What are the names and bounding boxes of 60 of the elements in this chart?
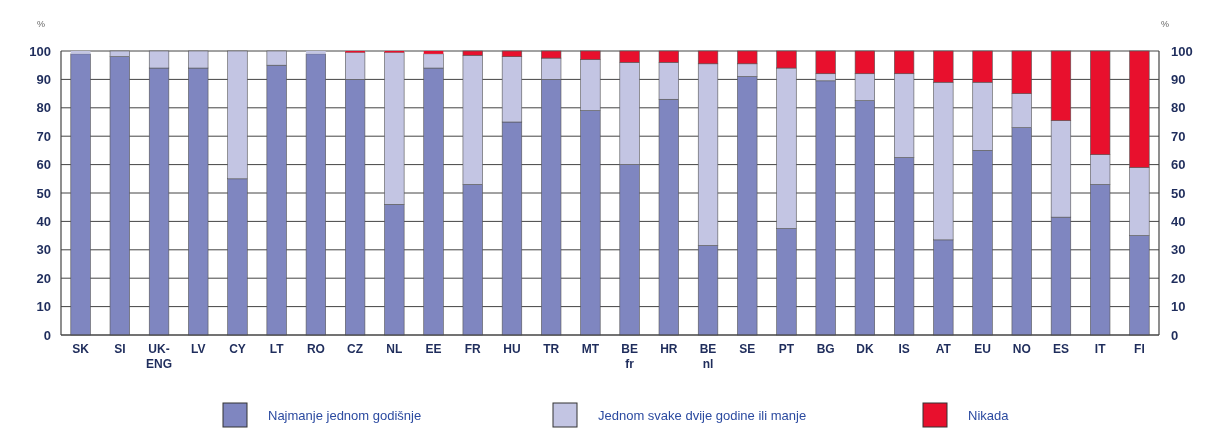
x-tick-label: FI [1134,342,1145,356]
legend-label: Najmanje jednom godišnje [268,407,422,423]
y-tick-label: 60 [36,157,51,173]
x-tick-label: SK [72,342,90,356]
x-tick-label: CZ [347,342,364,356]
x-tick-label: FR [464,342,482,356]
y2-axis-title: % [1160,19,1170,29]
y-tick-label: 40 [36,213,51,229]
x-tick-label: LT [269,342,285,356]
x-tick-label: EU [974,342,991,356]
y2-tick-label: 80 [1171,100,1186,116]
x-tick-label: ES [1052,342,1069,356]
x-tick-label: UK- ENG [146,342,173,371]
y2-tick-label: 0 [1171,327,1179,343]
x-tick-label: BG [816,342,835,356]
bar [306,51,326,54]
legend-label: Jednom svake dvije godine ili manje [598,407,807,423]
x-tick-label: LV [191,342,206,356]
y-tick-label: 70 [36,128,51,144]
x-tick-label: IS [898,342,910,356]
y-tick-label: 0 [43,327,51,343]
x-tick-label: RO [306,342,325,356]
x-tick-label: DK [856,342,874,356]
x-tick-label: NO [1012,342,1031,356]
y2-tick-label: 10 [1171,299,1186,315]
x-tick-label: AT [935,342,952,356]
x-tick-label: CY [229,342,246,356]
y2-tick-label: 90 [1171,71,1186,87]
y-axis-title: % [36,19,46,29]
x-tick-label: HU [503,342,521,356]
y-tick-label: 100 [29,43,51,59]
y2-tick-label: 60 [1171,157,1186,173]
x-tick-label: NL [386,342,403,356]
y-tick-label: 80 [36,100,51,116]
x-tick-label: BE nl [699,342,717,371]
y-tick-label: 30 [36,242,51,258]
x-tick-label: IT [1094,342,1107,356]
y2-tick-label: 50 [1171,185,1186,201]
bar [70,53,91,336]
x-tick-label: TR [543,342,560,356]
legend-label: Nikada [968,407,1010,423]
x-tick-label: HR [660,342,678,356]
bar [423,51,444,54]
y-tick-label: 10 [36,299,51,315]
x-tick-label: EE [425,342,442,356]
x-tick-label: PT [778,342,795,356]
x-tick-label: MT [581,342,600,356]
y-tick-label: 20 [36,270,51,286]
y2-tick-label: 100 [1171,43,1193,59]
y-tick-label: 90 [36,71,51,87]
x-tick-label: SI [114,342,126,356]
y2-tick-label: 30 [1171,242,1186,258]
y2-tick-label: 40 [1171,213,1186,229]
y2-tick-label: 20 [1171,270,1186,286]
x-tick-label: BE fr [621,342,638,371]
y2-tick-label: 70 [1171,128,1186,144]
y-tick-label: 50 [36,185,51,201]
x-tick-label: SE [739,342,756,356]
bar [305,53,326,336]
bar [70,51,91,54]
